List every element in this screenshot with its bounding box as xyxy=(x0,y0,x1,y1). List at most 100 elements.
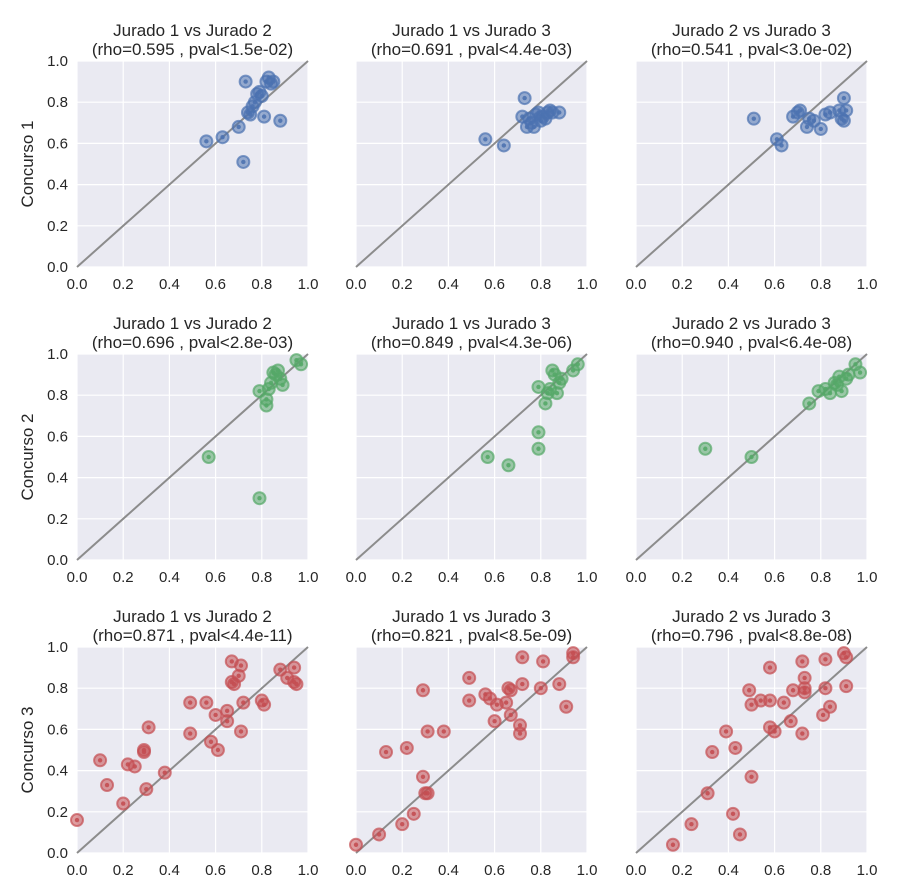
data-point-center xyxy=(818,126,823,132)
panel-subtitle: (rho=0.849 , pval<4.3e-06) xyxy=(371,333,572,352)
x-tick-label: 0.8 xyxy=(530,276,551,293)
data-point-center xyxy=(404,745,410,751)
data-point-center xyxy=(236,124,241,130)
x-tick-label: 0.0 xyxy=(67,569,88,586)
y-tick-label: 1.0 xyxy=(47,346,68,363)
scatter-panel: 0.0 0.2 0.4 0.6 0.8 1.0 Jurado 2 vs Jurado 3(r… xyxy=(626,314,878,586)
data-point-center xyxy=(257,496,262,501)
y-tick-label: 0.8 xyxy=(47,387,68,404)
x-tick-label: 0.2 xyxy=(113,862,134,879)
data-point-center xyxy=(420,688,426,693)
data-point-center xyxy=(215,747,221,753)
x-tick-label: 0.0 xyxy=(346,862,367,879)
x-tick-label: 1.0 xyxy=(577,569,598,586)
data-point-center xyxy=(204,700,209,705)
y-tick-label: 0.2 xyxy=(47,804,68,821)
data-point-center xyxy=(737,832,743,837)
x-tick-label: 0.6 xyxy=(764,862,785,879)
x-tick-label: 0.6 xyxy=(484,569,505,586)
x-tick-label: 0.0 xyxy=(67,862,88,879)
data-point-center xyxy=(800,659,805,664)
panel-title: Jurado 1 vs Jurado 2 xyxy=(113,21,272,40)
y-tick-label: 0.4 xyxy=(47,763,68,780)
y-tick-label: 0.8 xyxy=(47,680,68,697)
data-point-center xyxy=(224,708,230,714)
data-point-center xyxy=(278,667,283,672)
data-point-center xyxy=(543,401,548,406)
data-point-center xyxy=(508,712,513,718)
data-point-center xyxy=(141,749,147,755)
x-tick-label: 0.8 xyxy=(530,862,551,879)
x-tick-label: 0.4 xyxy=(438,862,459,879)
data-point-center xyxy=(749,454,754,460)
data-point-center xyxy=(570,655,576,660)
x-tick-label: 0.0 xyxy=(626,862,647,879)
data-point-center xyxy=(827,110,833,115)
x-tick-label: 0.8 xyxy=(810,569,831,586)
data-point-center xyxy=(236,673,241,679)
x-tick-label: 0.8 xyxy=(530,569,551,586)
x-tick-label: 0.4 xyxy=(718,569,739,586)
data-point-center xyxy=(749,774,754,779)
x-tick-label: 1.0 xyxy=(298,276,319,293)
panel-subtitle: (rho=0.940 , pval<6.4e-08) xyxy=(651,333,852,352)
data-point-center xyxy=(213,712,218,718)
data-point-center xyxy=(811,118,817,123)
y-tick-label: 0.8 xyxy=(47,94,68,111)
data-point-center xyxy=(823,657,828,662)
x-tick-label: 0.2 xyxy=(672,862,693,879)
panel-title: Jurado 2 vs Jurado 3 xyxy=(672,607,831,626)
data-point-center xyxy=(466,698,472,703)
data-point-center xyxy=(575,362,580,367)
x-tick-label: 0.8 xyxy=(251,569,272,586)
panel-subtitle: (rho=0.595 , pval<1.5e-02) xyxy=(92,40,293,59)
data-point-center xyxy=(790,688,796,693)
data-point-center xyxy=(224,718,230,724)
data-point-center xyxy=(820,712,826,718)
data-point-center xyxy=(187,700,193,705)
data-point-center xyxy=(827,390,833,396)
x-tick-label: 0.8 xyxy=(251,276,272,293)
data-point-center xyxy=(807,401,812,406)
x-tick-label: 0.4 xyxy=(718,862,739,879)
x-tick-label: 1.0 xyxy=(577,862,598,879)
x-tick-label: 0.4 xyxy=(718,276,739,293)
y-tick-label: 0.6 xyxy=(47,135,68,152)
x-tick-label: 0.6 xyxy=(484,276,505,293)
data-point-center xyxy=(536,446,541,451)
scatter-panel: 0.0 0.2 0.4 0.6 0.8 1.0 Jurado 2 vs Jurado 3(r… xyxy=(626,21,878,293)
data-point-center xyxy=(261,114,267,119)
identity-line xyxy=(355,60,588,268)
data-point-center xyxy=(710,749,715,755)
data-point-center xyxy=(466,675,472,681)
panel-title: Jurado 2 vs Jurado 3 xyxy=(672,21,831,40)
y-tick-label: 0.4 xyxy=(47,177,68,194)
x-tick-label: 0.2 xyxy=(672,276,693,293)
data-point-center xyxy=(670,842,676,847)
y-tick-label: 0.2 xyxy=(47,511,68,528)
scatter-panel: 0.0 0.2 0.4 0.6 0.8 1.0 Jurado 1 vs Jurado 3(r… xyxy=(346,21,598,293)
scatter-panel: 0.00.0 0.2 0.2 0.4 0.4 0.6 0.6 0.8 0.8 1.0 1.0 Jura… xyxy=(47,21,318,293)
data-point-center xyxy=(559,376,564,381)
data-point-center xyxy=(853,362,858,367)
x-tick-label: 0.8 xyxy=(251,862,272,879)
data-point-center xyxy=(483,137,488,142)
panel-title: Jurado 1 vs Jurado 2 xyxy=(113,607,272,626)
data-point-center xyxy=(827,704,833,709)
y-tick-label: 0.0 xyxy=(47,552,68,569)
x-tick-label: 1.0 xyxy=(298,862,319,879)
data-point-center xyxy=(400,821,405,827)
data-point-center xyxy=(501,143,507,148)
x-tick-label: 1.0 xyxy=(298,569,319,586)
data-point-center xyxy=(531,124,537,130)
data-point-center xyxy=(485,454,490,460)
identity-line xyxy=(76,646,309,854)
data-point-center xyxy=(730,811,736,817)
data-point-center xyxy=(271,79,276,84)
data-point-center xyxy=(487,696,493,701)
data-point-center xyxy=(557,681,562,687)
y-tick-label: 0.2 xyxy=(47,218,68,235)
data-point-center xyxy=(425,791,430,796)
data-point-center xyxy=(280,382,285,388)
